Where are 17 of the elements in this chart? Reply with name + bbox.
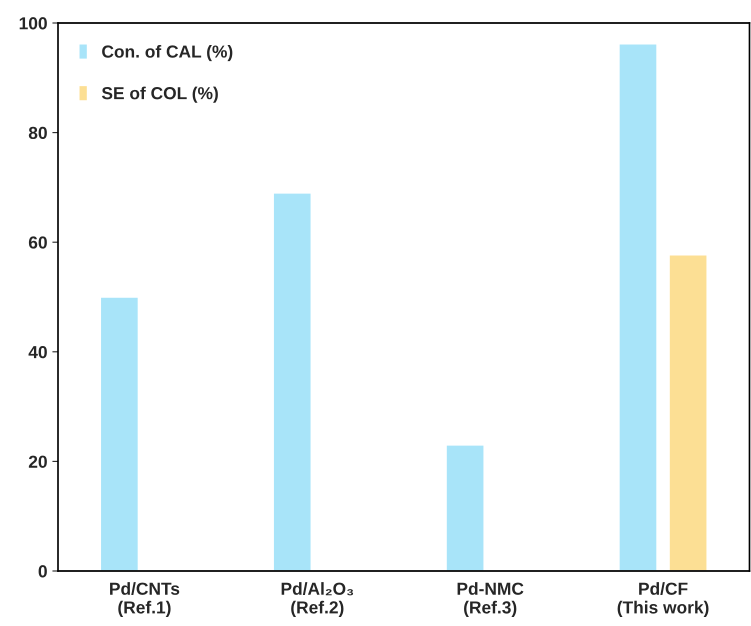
x-tick-label: Pd-NMC (Ref.3) [458,582,524,617]
legend-label: Con. of CAL (%) [102,44,232,62]
y-tick-label: 40 [28,346,47,358]
bar [445,444,485,571]
legend-label: SE of COL (%) [102,86,218,103]
x-tick-label: Pd/Al₂O₃ (Ref.2) [282,582,354,617]
bar [618,43,658,571]
bar [272,192,312,571]
x-tick-label: Pd/CF (This work) [618,582,708,617]
bar [668,254,708,571]
x-tick-label: Pd/CNTs (Ref.1) [110,582,180,617]
y-tick-label: 100 [20,17,47,30]
y-tick-label: 80 [28,126,47,140]
y-tick-label: 60 [28,236,47,249]
y-tick-label: 20 [28,456,47,468]
y-tick-label: 0 [38,565,47,578]
bar [100,296,140,571]
